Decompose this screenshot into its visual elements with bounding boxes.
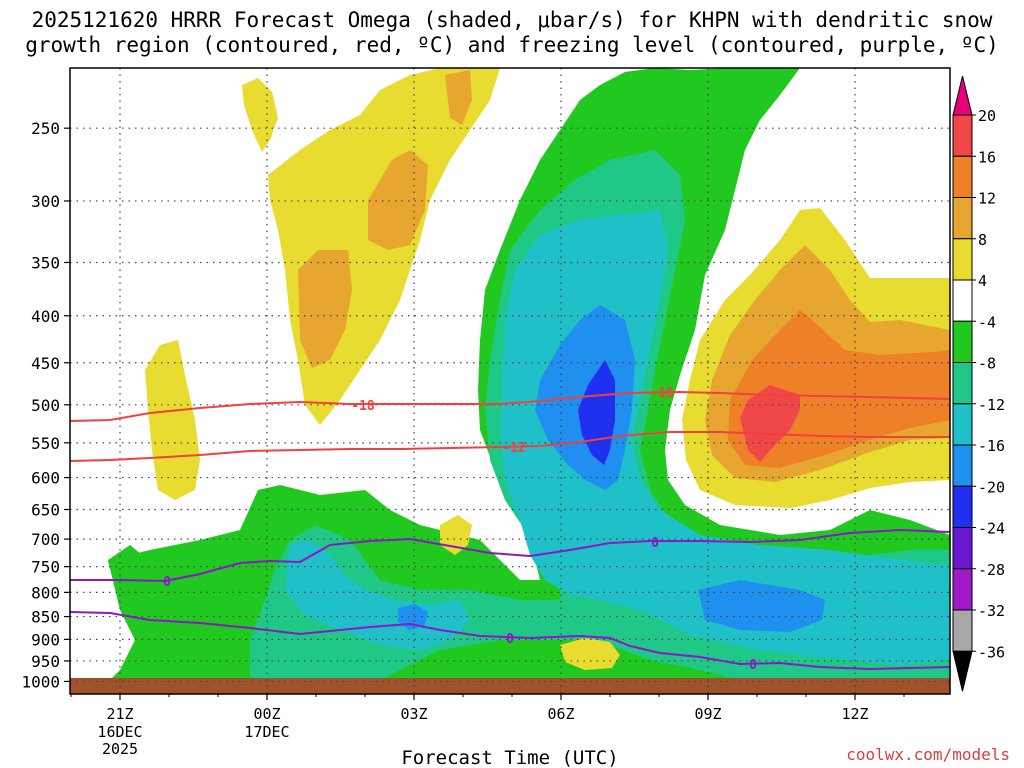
y-tick-label: 350: [31, 253, 60, 272]
y-tick-label: 1000: [21, 672, 60, 691]
colorbar-segment: [952, 485, 973, 528]
y-tick-label: 900: [31, 630, 60, 649]
contour-label-text: -12: [502, 441, 525, 456]
chart-title-line2: growth region (contoured, red, ºC) and f…: [25, 33, 999, 57]
contour-freezing-upper: [70, 528, 950, 583]
y-axis-ticks: 250 300 350 400 450 500 550 600 650 700 750 800 850 9…: [21, 119, 70, 691]
colorbar-segment: [952, 155, 973, 198]
omega-shade-yellow-blob2: [560, 638, 620, 670]
contour-label-minus18-b: -18: [650, 386, 674, 401]
contour-label-freezing-d: 0: [749, 658, 757, 673]
colorbar-label: -4: [978, 313, 996, 331]
x-tick-label: 12Z: [841, 705, 868, 723]
colorbar-segment: [952, 362, 973, 405]
y-tick-label: 650: [31, 501, 60, 520]
omega-shade-blue-lower: [698, 580, 825, 632]
omega-shade-yellow-topleft: [242, 78, 278, 152]
colorbar-label: -28: [978, 561, 1005, 579]
colorbar-label: -8: [978, 355, 996, 373]
y-tick-label: 750: [31, 558, 60, 577]
omega-shade-green-leftbottom: [108, 545, 180, 600]
y-tick-label: 250: [31, 119, 60, 138]
y-tick-label: 600: [31, 469, 60, 488]
colorbar-segment: [952, 568, 973, 611]
x-axis-label: Forecast Time (UTC): [401, 747, 618, 768]
chart-title-line1: 2025121620 HRRR Forecast Omega (shaded, …: [31, 8, 993, 32]
colorbar-label: 8: [978, 231, 987, 249]
y-tick-label: 950: [31, 652, 60, 671]
colorbar-label: 20: [978, 107, 996, 125]
contour-label-minus18-a: -18: [351, 399, 375, 414]
plot-frame: [69, 67, 951, 695]
ground-strip: [70, 678, 950, 694]
y-tick-label: 400: [31, 307, 60, 326]
colorbar-segment: [952, 114, 973, 157]
y-tick-label: 800: [31, 583, 60, 602]
x-tick-sublabel: 16DEC: [97, 723, 142, 741]
y-tick-label: 450: [31, 354, 60, 373]
contour-label-text: -18: [650, 386, 674, 401]
contour-label-minus12: -12: [502, 441, 525, 456]
omega-shade-orange-upper: [445, 70, 472, 125]
colorbar-label: 16: [978, 148, 996, 166]
colorbar-segment-bottom: [952, 650, 973, 692]
colorbar-segment: [952, 403, 973, 446]
colorbar-label: 4: [978, 272, 987, 290]
colorbar-label: -12: [978, 396, 1005, 414]
y-tick-label: 300: [31, 192, 60, 211]
y-tick-label: 550: [31, 434, 60, 453]
shaded-omega-field: [70, 68, 950, 694]
omega-shade-orange-mid: [368, 150, 428, 250]
colorbar-segment: [952, 320, 973, 363]
grid-lines: [70, 68, 950, 694]
colorbar-segment: [952, 279, 973, 322]
dendritic-contours: [70, 390, 950, 462]
contour-label-freezing-c: 0: [506, 632, 514, 647]
contour-minus18: [70, 390, 950, 422]
colorbar-segment: [952, 444, 973, 487]
contour-label-freezing-a: 0: [163, 575, 171, 590]
colorbar-segment: [952, 238, 973, 281]
y-tick-label: 700: [31, 530, 60, 549]
contour-labels: -18 -18 -12 0 0 0 0: [163, 386, 757, 673]
contour-label-freezing-b: 0: [651, 536, 659, 551]
colorbar-segment: [952, 197, 973, 240]
colorbar: 20 16 12 8 4 -4 -8 -12 -16 -20 -24 -28 -32 -36: [952, 75, 1005, 692]
colorbar-label: -24: [978, 520, 1005, 538]
colorbar-label: -20: [978, 478, 1005, 496]
omega-shade-yellow-leftblob: [145, 340, 200, 500]
y-tick-label: 500: [31, 396, 60, 415]
colorbar-label: -36: [978, 643, 1005, 661]
x-tick-sublabel: 17DEC: [244, 723, 289, 741]
colorbar-label: 12: [978, 190, 996, 208]
x-tick-label: 09Z: [694, 705, 721, 723]
colorbar-segment-top: [952, 75, 973, 116]
x-tick-label: 00Z: [253, 705, 280, 723]
contour-label-text: -18: [351, 399, 375, 414]
contour-minus12: [70, 431, 950, 462]
x-tick-sublabel: 2025: [102, 740, 138, 758]
x-tick-label: 06Z: [547, 705, 574, 723]
credit-text: coolwx.com/models: [846, 745, 1010, 764]
x-tick-label: 21Z: [106, 705, 133, 723]
colorbar-label: -32: [978, 602, 1005, 620]
colorbar-segment: [952, 527, 973, 570]
x-tick-label: 03Z: [400, 705, 427, 723]
contour-freezing-lower: [70, 611, 950, 671]
freezing-level-contours: [70, 528, 950, 671]
colorbar-label: -16: [978, 437, 1005, 455]
omega-shade-orange-left: [298, 250, 352, 368]
y-tick-label: 850: [31, 608, 60, 627]
colorbar-segment: [952, 609, 973, 652]
